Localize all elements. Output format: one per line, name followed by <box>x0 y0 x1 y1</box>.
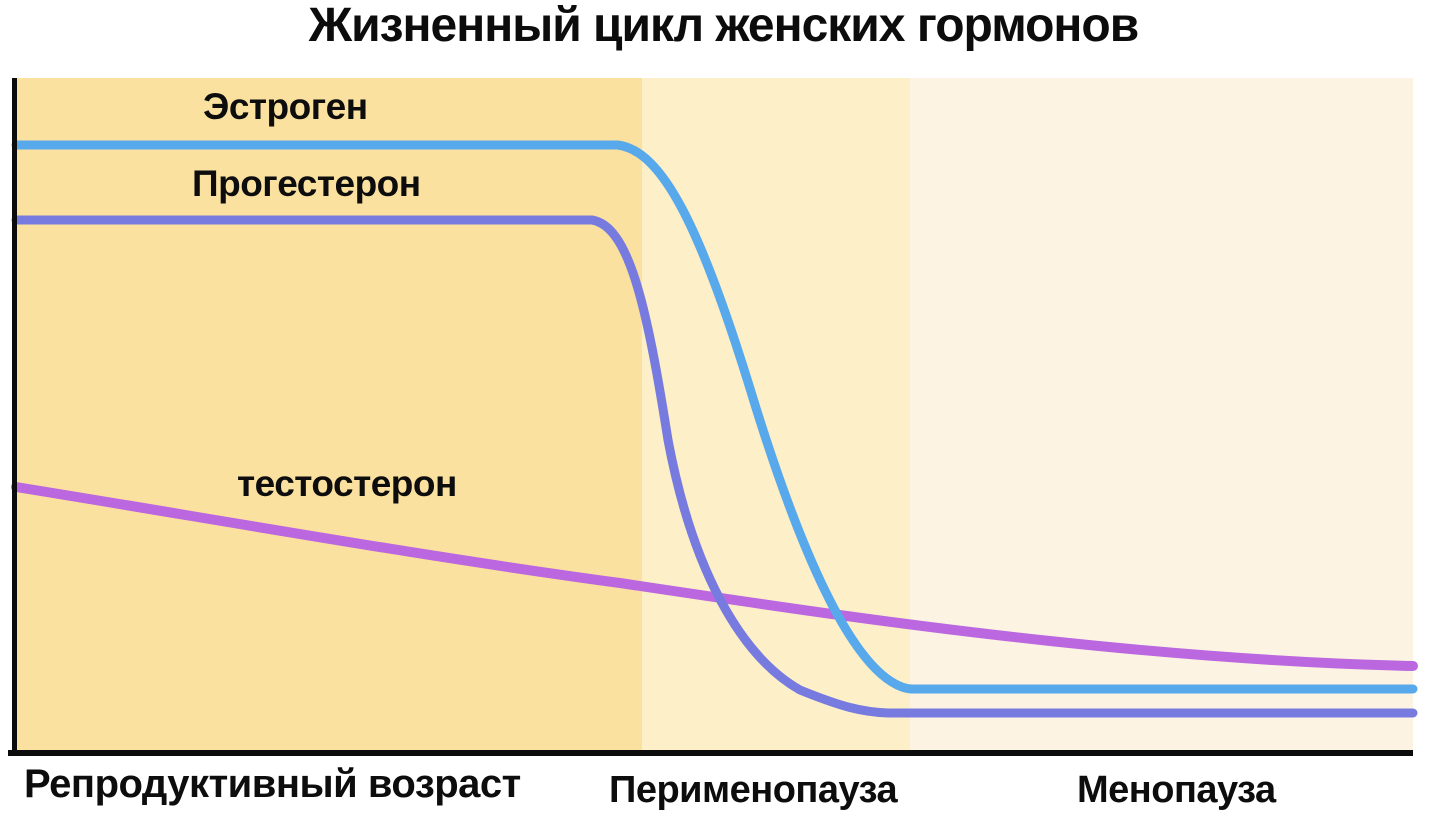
chart-title: Жизненный цикл женских гормонов <box>308 0 1139 52</box>
x-axis-label-reproductive-age: Репродуктивный возраст <box>24 762 521 806</box>
progesterone-curve-label: Прогестерон <box>192 163 421 204</box>
zone-perimenopause <box>642 78 910 753</box>
estrogen-curve <box>11 140 1418 694</box>
testosterone-curve <box>11 482 1418 671</box>
estrogen-curve-label: Эстроген <box>203 86 368 127</box>
x-axis-label-menopause: Менопауза <box>1077 769 1276 811</box>
zone-menopause <box>910 78 1413 753</box>
x-axis-label-perimenopause: Перименопауза <box>609 769 898 811</box>
progesterone-curve <box>11 215 1418 718</box>
testosterone-curve-label: тестостерон <box>237 463 457 504</box>
zone-reproductive-age <box>17 78 642 753</box>
